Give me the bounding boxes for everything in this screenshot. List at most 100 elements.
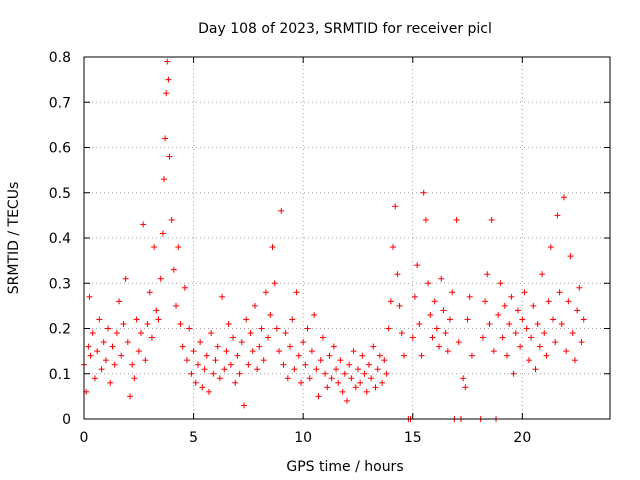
data-point [124, 339, 131, 346]
data-point [499, 334, 506, 341]
data-point [379, 379, 386, 386]
data-point [440, 307, 447, 314]
data-point [129, 361, 136, 368]
data-point [243, 316, 250, 323]
data-point [333, 366, 340, 373]
data-point [165, 76, 172, 83]
data-point [216, 375, 223, 382]
data-point [484, 271, 491, 278]
data-point [503, 352, 510, 359]
data-point [444, 348, 451, 355]
data-point [409, 334, 416, 341]
data-point [315, 393, 322, 400]
data-point [348, 375, 355, 382]
x-tick-label: 20 [513, 430, 531, 446]
data-point [363, 388, 370, 395]
data-point [490, 348, 497, 355]
data-point [168, 216, 175, 223]
data-point [89, 330, 96, 337]
data-point [460, 375, 467, 382]
data-point [567, 253, 574, 260]
data-point [122, 275, 129, 282]
data-point [271, 280, 278, 287]
data-point [372, 384, 379, 391]
data-point [245, 361, 252, 368]
data-point [400, 352, 407, 359]
data-point [223, 348, 230, 355]
data-point [545, 298, 552, 305]
data-point [339, 388, 346, 395]
data-point [488, 216, 495, 223]
data-point [539, 271, 546, 278]
data-point [523, 325, 530, 332]
data-point [536, 343, 543, 350]
data-point [534, 320, 541, 327]
data-point [159, 230, 166, 237]
data-point [297, 379, 304, 386]
data-point [381, 357, 388, 364]
data-point [486, 320, 493, 327]
data-point [414, 262, 421, 269]
data-point [571, 357, 578, 364]
data-point [344, 397, 350, 404]
data-point [276, 348, 283, 355]
data-point [192, 379, 199, 386]
data-point [352, 384, 359, 391]
data-point [374, 366, 381, 373]
data-point [398, 330, 405, 337]
data-point [580, 316, 587, 323]
data-point [328, 375, 335, 382]
data-point [550, 316, 557, 323]
data-point [116, 298, 123, 305]
data-point [184, 357, 191, 364]
data-point [164, 58, 171, 65]
data-point [497, 280, 504, 287]
data-point [346, 361, 353, 368]
data-point [512, 330, 519, 337]
data-point [326, 352, 333, 359]
data-point [194, 361, 201, 368]
y-tick-label: 0.2 [49, 322, 71, 338]
data-point [508, 293, 515, 300]
data-point [201, 366, 208, 373]
data-point [240, 402, 247, 409]
data-point [341, 370, 348, 377]
data-point [357, 379, 364, 386]
x-axis-label: GPS time / hours [286, 459, 403, 475]
y-tick-label: 0.7 [49, 95, 71, 111]
data-point [455, 339, 462, 346]
data-point [510, 370, 517, 377]
data-point [273, 325, 280, 332]
data-point [85, 343, 92, 350]
data-point [429, 334, 436, 341]
data-point [94, 348, 101, 355]
data-point [447, 316, 454, 323]
data-point [311, 311, 318, 318]
data-point [519, 316, 526, 323]
data-point [543, 352, 550, 359]
data-point [462, 384, 469, 391]
data-point [278, 207, 285, 214]
chart-title: Day 108 of 2023, SRMTID for receiver pic… [198, 21, 492, 37]
data-point [569, 330, 576, 337]
data-point [427, 311, 434, 318]
data-point [433, 325, 440, 332]
data-point [449, 289, 456, 296]
data-point [574, 307, 581, 314]
data-point [337, 357, 344, 364]
y-tick-label: 0.6 [49, 141, 71, 157]
data-point [442, 330, 449, 337]
data-point [293, 289, 300, 296]
data-point [464, 316, 471, 323]
data-point [127, 393, 134, 400]
data-point [208, 330, 215, 337]
data-point [181, 284, 188, 291]
data-point [392, 203, 399, 210]
y-tick-label: 0.5 [49, 186, 71, 202]
y-tick-label: 0.1 [49, 367, 71, 383]
data-point [468, 352, 475, 359]
data-point [203, 352, 210, 359]
data-point [247, 330, 254, 337]
data-point [234, 352, 241, 359]
